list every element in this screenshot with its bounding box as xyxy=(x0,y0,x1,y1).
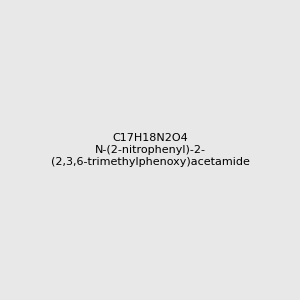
Text: C17H18N2O4
N-(2-nitrophenyl)-2-
(2,3,6-trimethylphenoxy)acetamide: C17H18N2O4 N-(2-nitrophenyl)-2- (2,3,6-t… xyxy=(51,134,249,166)
